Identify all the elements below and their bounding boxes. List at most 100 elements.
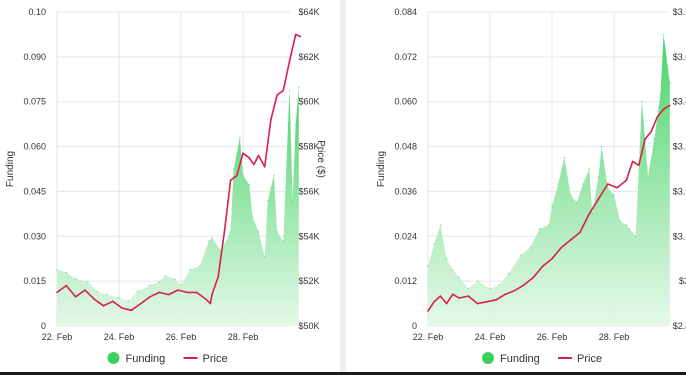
price-point — [433, 300, 435, 303]
legend-funding-swatch — [482, 352, 494, 364]
y-tick-label: 0.075 — [23, 97, 46, 107]
funding-point — [467, 287, 470, 290]
price-point — [439, 295, 442, 297]
funding-point — [158, 281, 161, 283]
price-point — [248, 157, 250, 159]
funding-point — [641, 100, 643, 103]
funding-point — [242, 174, 244, 177]
left-chart-panel: 0 0.015 0.030 0.045 0.060 0.075 0.090 0.10 $50K $… — [0, 0, 340, 375]
price-point — [84, 289, 86, 291]
panel-divider — [340, 0, 346, 375]
y-tick-label: 0.048 — [394, 142, 417, 152]
y2-tick-label: $54K — [298, 231, 319, 241]
funding-point — [619, 220, 621, 223]
funding-point — [647, 175, 649, 178]
funding-point — [662, 33, 665, 36]
price-point — [560, 246, 563, 249]
price-point — [149, 296, 151, 298]
funding-point — [445, 257, 448, 260]
funding-price-chart-1: 0 0.015 0.030 0.045 0.060 0.075 0.090 0.10 $50K $… — [5, 7, 326, 365]
funding-point — [588, 168, 590, 170]
funding-point — [498, 284, 501, 286]
price-point — [257, 154, 260, 157]
price-point — [205, 298, 207, 300]
y-tick-label: 0.015 — [23, 276, 46, 286]
price-point — [523, 284, 525, 286]
funding-point — [294, 124, 297, 126]
y-tick-label: 0.090 — [23, 52, 46, 62]
y2-tick-label: $3.72K — [673, 7, 686, 17]
funding-point — [291, 199, 294, 202]
funding-point — [582, 183, 584, 185]
price-point — [276, 94, 278, 96]
y-tick-label: 0.060 — [23, 142, 46, 152]
legend-funding-label: Funding — [126, 353, 166, 365]
funding-point — [273, 174, 275, 177]
price-point — [650, 130, 652, 133]
funding-point — [476, 280, 479, 282]
funding-point — [628, 228, 631, 230]
funding-point — [298, 86, 300, 89]
funding-point — [248, 183, 250, 186]
y-tick-label: 0.030 — [23, 231, 46, 241]
y2-tick-label: $3.60K — [673, 52, 686, 62]
funding-point — [427, 265, 429, 268]
price-point — [638, 164, 640, 167]
price-point — [579, 231, 581, 234]
price-point — [625, 179, 628, 181]
price-point — [236, 174, 238, 177]
funding-point — [591, 213, 594, 215]
price-point — [644, 138, 646, 140]
price-point — [177, 289, 179, 291]
funding-point — [548, 224, 550, 226]
funding-point — [282, 240, 285, 242]
funding-point — [74, 278, 77, 280]
funding-point — [229, 231, 232, 233]
funding-point — [669, 82, 671, 84]
funding-point — [529, 246, 532, 249]
price-line — [56, 33, 301, 312]
x-tick-label: 24. Feb — [475, 332, 506, 342]
price-point — [121, 307, 123, 309]
funding-point — [56, 268, 58, 271]
x-tick-label: 28. Feb — [599, 332, 630, 342]
price-point — [476, 302, 479, 305]
y2-tick-label: $64K — [298, 7, 319, 17]
price-point — [56, 291, 58, 294]
price-point — [223, 231, 226, 233]
price-point — [616, 186, 618, 189]
funding-point — [452, 269, 454, 271]
price-point — [112, 300, 114, 303]
y2-tick-label: $3K — [679, 276, 686, 286]
y2-tick-label: $52K — [298, 276, 319, 286]
y-tick-label: 0 — [41, 321, 46, 331]
legend-price-label: Price — [203, 353, 228, 365]
y-tick-label: 0.012 — [394, 276, 417, 286]
funding-area — [57, 87, 299, 327]
funding-point — [96, 290, 99, 293]
funding-point — [198, 265, 201, 268]
price-point — [299, 35, 302, 38]
funding-point — [105, 293, 108, 296]
price-point — [158, 291, 161, 294]
price-point — [102, 305, 105, 307]
funding-point — [557, 183, 559, 185]
price-point — [74, 296, 77, 298]
funding-point — [118, 296, 120, 299]
funding-point — [263, 256, 266, 258]
bottom-rule — [0, 372, 686, 375]
price-point — [588, 213, 590, 215]
price-point — [270, 118, 272, 121]
funding-point — [625, 224, 628, 226]
price-point — [253, 163, 255, 166]
funding-point — [211, 237, 213, 239]
funding-point — [520, 254, 522, 256]
x-tick-label: 28. Feb — [228, 332, 259, 342]
price-point — [662, 108, 665, 110]
price-point — [294, 33, 297, 36]
price-point — [211, 293, 213, 296]
funding-point — [174, 278, 176, 280]
x-tick-label: 26. Feb — [166, 332, 197, 342]
y-tick-label: 0.072 — [394, 52, 417, 62]
funding-point — [659, 93, 662, 95]
